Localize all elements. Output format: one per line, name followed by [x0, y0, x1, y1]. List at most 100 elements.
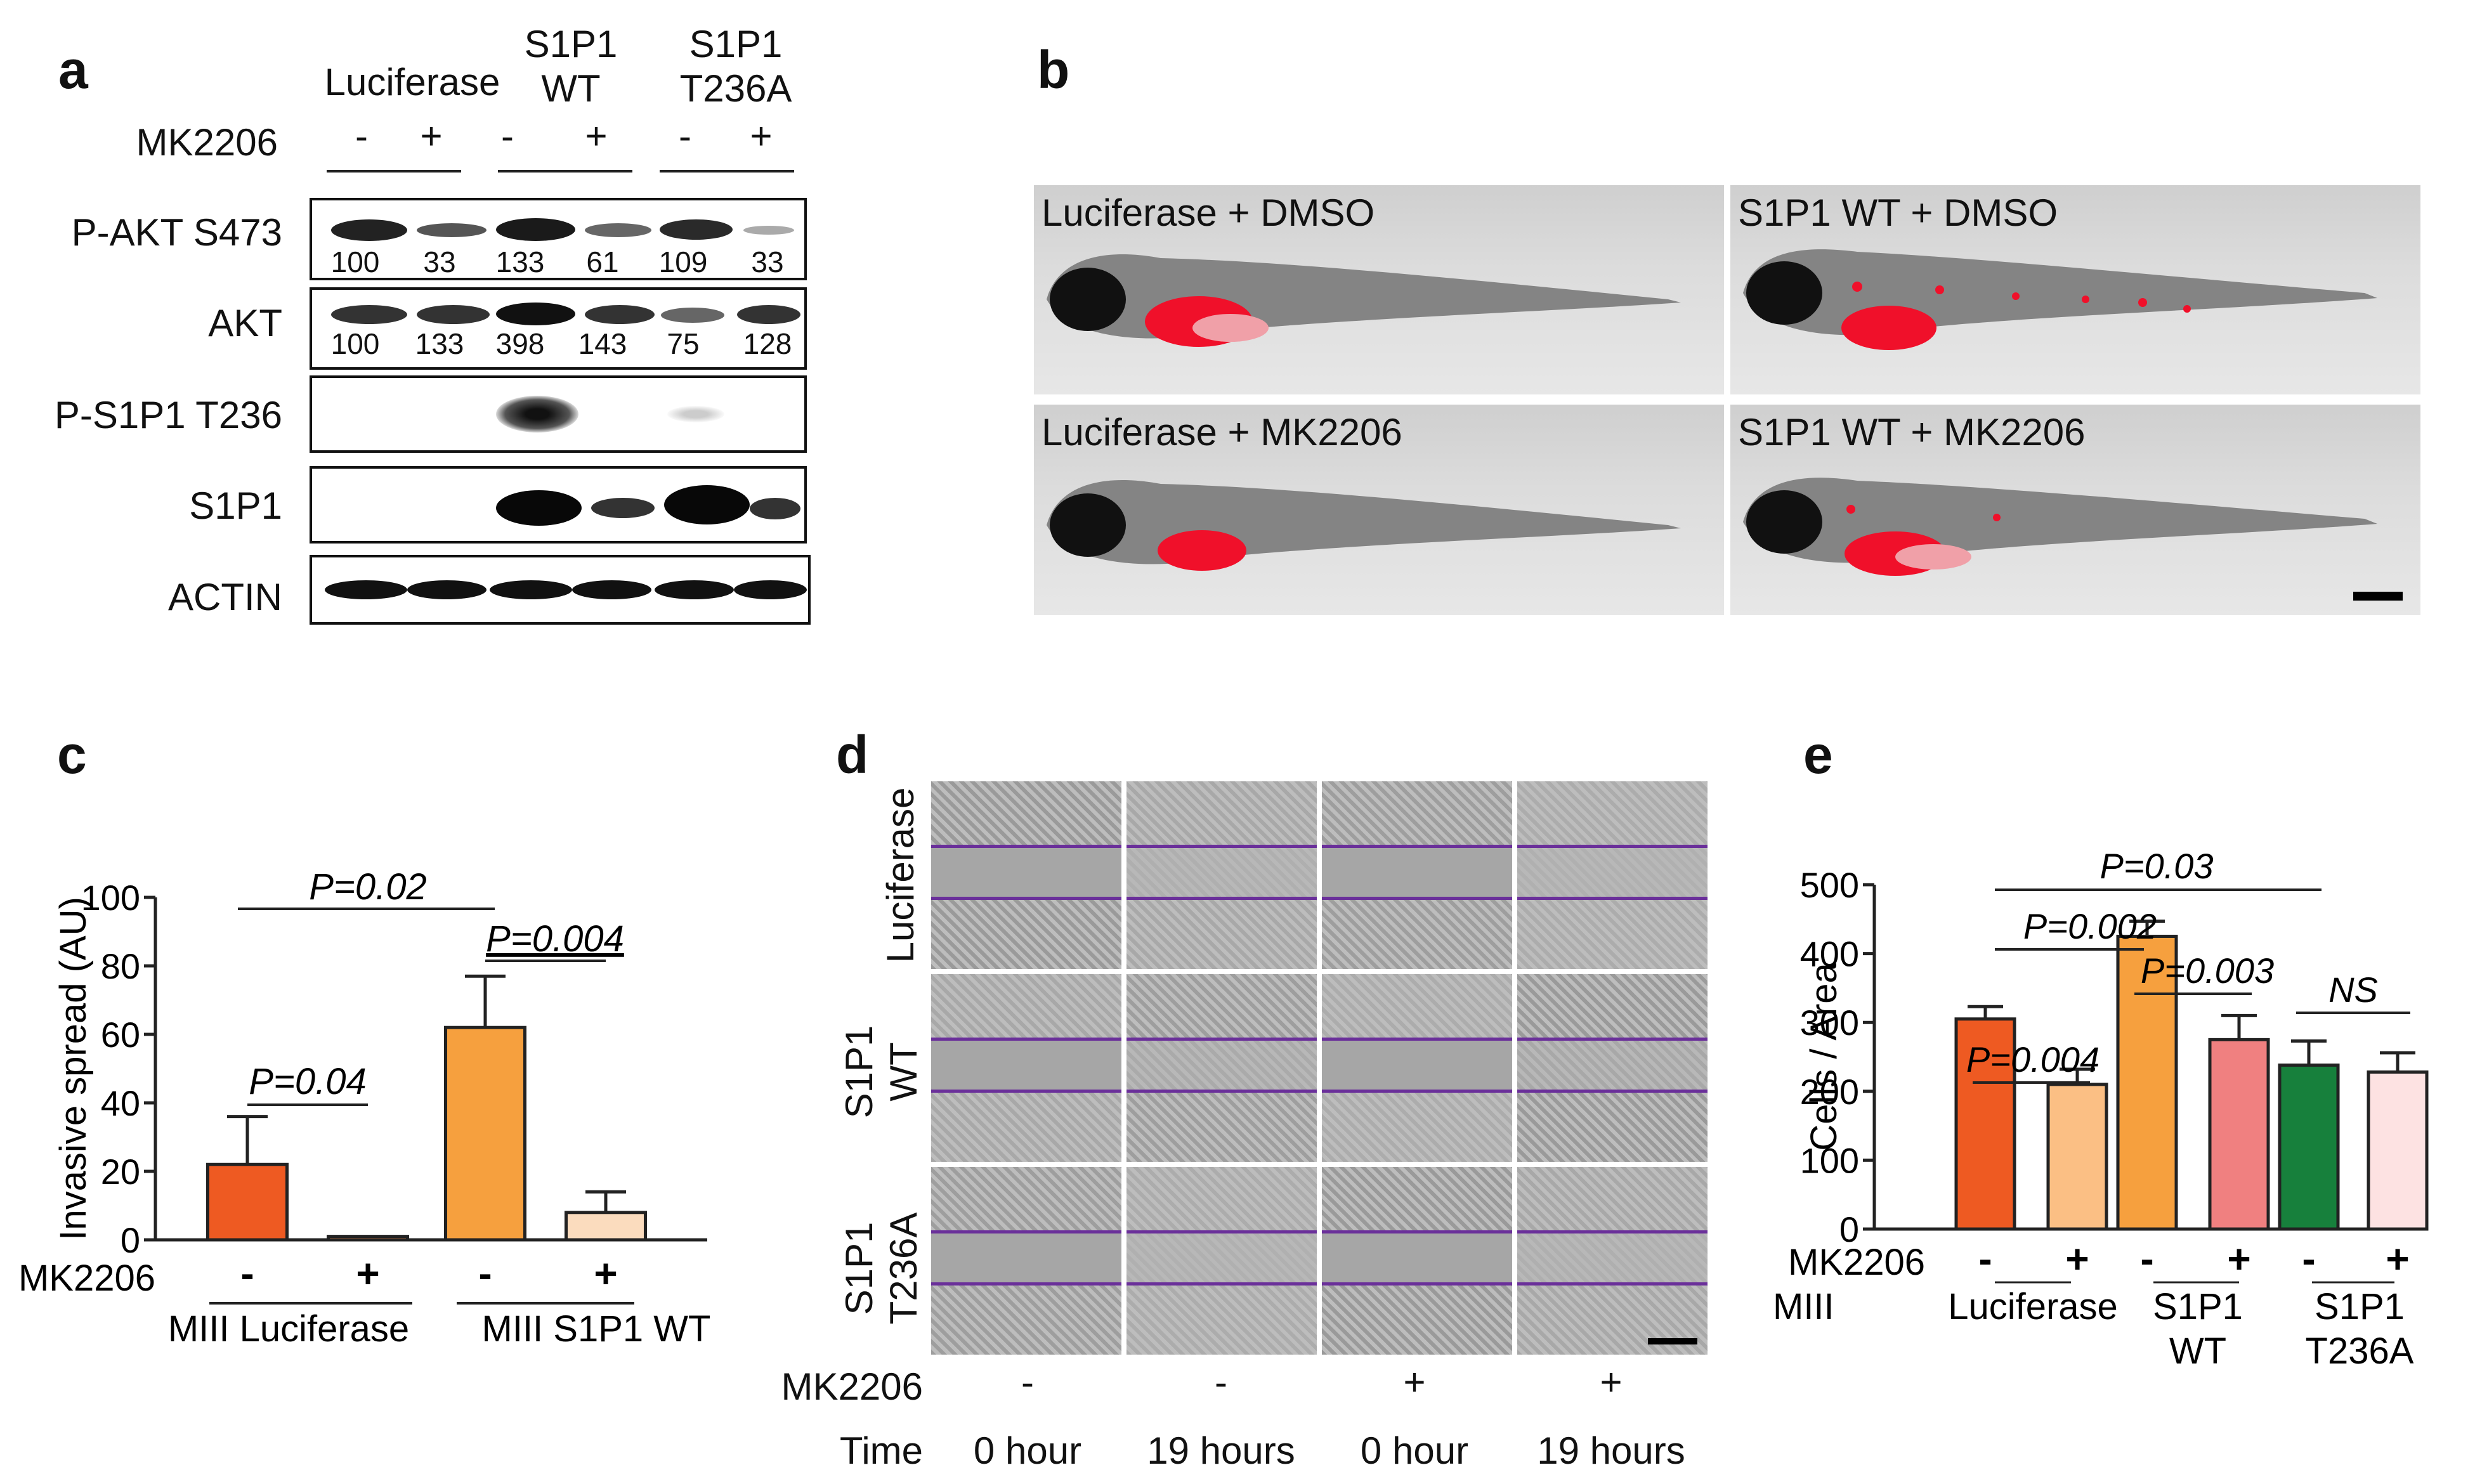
group-wt-line2: WT [541, 67, 601, 110]
bar [565, 1211, 647, 1242]
scratch-image [1126, 1167, 1317, 1355]
scratch-image [931, 1167, 1121, 1355]
pakt-value: 109 [658, 245, 708, 278]
e-sign: - [2302, 1236, 2315, 1282]
d-sign: + [1600, 1361, 1623, 1403]
blot-s1p1 [310, 466, 807, 543]
y-tick-label: 80 [101, 946, 140, 986]
blot-akt [310, 287, 807, 370]
scratch-image [1517, 974, 1708, 1162]
panel-b-letter: b [1037, 40, 1070, 100]
fish-image-luciferase-mk2206: Luciferase + MK2206 [1034, 405, 1724, 615]
d-row-s1p1-t236a-line2: T236A [882, 1212, 925, 1325]
scratch-assay-grid [931, 781, 1708, 1360]
a-sign: + [585, 115, 608, 157]
akt-value: 143 [578, 327, 627, 360]
panel-e-letter: e [1803, 725, 1833, 784]
e-pvalue: P=0.03 [2100, 846, 2213, 886]
scratch-image [931, 781, 1121, 969]
y-axis-label: Invasive spread (AU) [53, 897, 94, 1240]
bar [2367, 1070, 2429, 1231]
pakt-value: 33 [751, 245, 784, 278]
scratch-boundary-line [1126, 1230, 1317, 1233]
fish-caption-tr: S1P1 WT + DMSO [1738, 192, 2058, 234]
scratch-gap [1322, 845, 1512, 899]
scratch-boundary-line [931, 897, 1121, 900]
blot-ps1p1 [310, 375, 807, 453]
y-axis-label: Cells / Area [1803, 962, 1845, 1150]
akt-value: 398 [495, 327, 545, 360]
fish-caption-bl: Luciferase + MK2206 [1042, 411, 1402, 453]
a-sign: - [355, 115, 368, 157]
y-tick-label: 100 [81, 878, 140, 918]
fish-image-wt-mk2206: S1P1 WT + MK2206 [1730, 405, 2420, 615]
e-sign: - [1978, 1236, 1992, 1282]
e-pvalue: P=0.002 [2023, 906, 2157, 946]
d-row-s1p1-t236a-line1: S1P1 [838, 1221, 880, 1315]
pakt-value: 33 [423, 245, 456, 278]
c-treatment-label: MK2206 [18, 1258, 155, 1299]
scratch-boundary-line [1322, 1038, 1512, 1041]
scratch-boundary-line [1517, 1282, 1708, 1285]
e-group-label: WT [2169, 1331, 2226, 1372]
y-tick-label: 20 [101, 1152, 140, 1192]
scratch-boundary-line [1322, 1282, 1512, 1285]
akt-value: 128 [743, 327, 792, 360]
d-treatment-label: MK2206 [781, 1365, 923, 1408]
scratch-image [1517, 781, 1708, 969]
scratch-gap [1322, 1038, 1512, 1091]
scratch-boundary-line [931, 1038, 1121, 1041]
e-sign: + [2386, 1236, 2409, 1282]
pakt-value: 133 [495, 245, 545, 278]
d-row-s1p1-wt-line1: S1P1 [838, 1025, 880, 1119]
scratch-boundary-line [1126, 1038, 1317, 1041]
a-sign: - [501, 115, 514, 157]
e-group-label: S1P1 [2153, 1286, 2243, 1327]
c-sign: - [478, 1251, 492, 1296]
bar [2278, 1064, 2340, 1231]
group-t236a-line2: T236A [679, 67, 792, 110]
group-luciferase: Luciferase [324, 61, 500, 103]
panel-a-letter: a [58, 40, 88, 100]
a-underline [498, 170, 632, 172]
scratch-gap [931, 1038, 1121, 1091]
a-treatment-label: MK2206 [136, 121, 278, 164]
c-pvalue: P=0.02 [309, 866, 426, 908]
bar [2116, 934, 2178, 1231]
scratch-boundary-line [1517, 897, 1708, 900]
panel-d-letter: d [836, 725, 869, 784]
bar [206, 1162, 289, 1242]
scratch-boundary-line [1126, 897, 1317, 900]
scratch-boundary-line [931, 845, 1121, 848]
scratch-boundary-line [931, 1230, 1121, 1233]
scratch-gap [1322, 1230, 1512, 1284]
scratch-image [1517, 1167, 1708, 1355]
scratch-gap [931, 1230, 1121, 1284]
scratch-image [1126, 974, 1317, 1162]
y-tick-label: 0 [1839, 1209, 1859, 1249]
zebrafish-luciferase-dmso [1047, 254, 1681, 347]
y-tick-label: 500 [1800, 865, 1859, 905]
c-sign: + [594, 1251, 617, 1296]
bar [2046, 1083, 2108, 1231]
c-pvalue: P=0.04 [249, 1061, 366, 1102]
panel-c-letter: c [57, 725, 87, 784]
a-underline [660, 170, 794, 172]
blot-actin [310, 555, 811, 625]
a-sign: + [420, 115, 443, 157]
y-tick-label: 300 [1800, 1003, 1859, 1043]
y-tick-label: 100 [1800, 1140, 1859, 1180]
d-row-luciferase: Luciferase [879, 787, 922, 963]
e-sign: - [2140, 1236, 2153, 1282]
blot-pakt [310, 198, 807, 280]
scratch-image [1322, 781, 1512, 969]
zebrafish-wt-mk2206 [1743, 478, 2377, 576]
scratch-boundary-line [1517, 845, 1708, 848]
a-sign: - [679, 115, 691, 157]
scratch-boundary-line [1322, 1090, 1512, 1093]
scratch-image [1322, 974, 1512, 1162]
e-group-label: S1P1 [2315, 1286, 2405, 1327]
y-tick-label: 200 [1800, 1072, 1859, 1112]
e-group-label: T236A [2306, 1331, 2414, 1372]
d-time: 19 hours [1147, 1429, 1295, 1472]
